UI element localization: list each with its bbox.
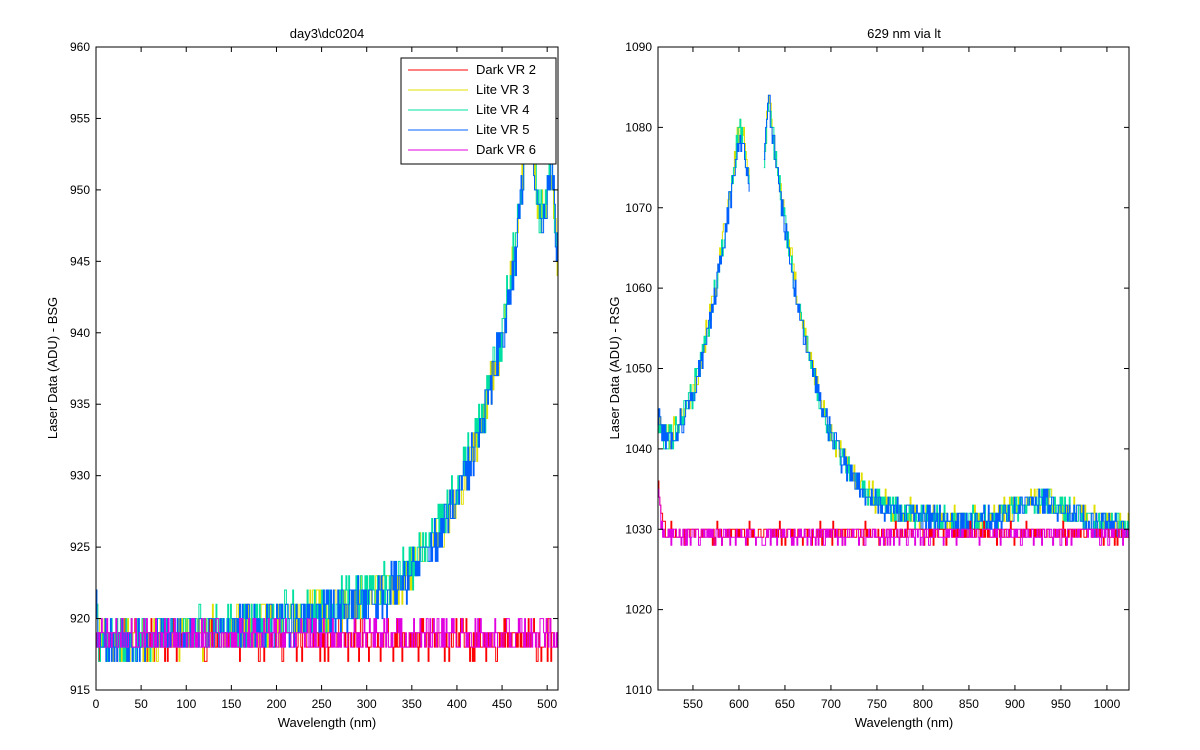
chart-left: day3\dc0204 Wavelength (nm) Laser Data (… (45, 26, 559, 730)
chart-left-ytick-label: 930 (70, 469, 90, 483)
chart-left-xtick-label: 200 (266, 697, 286, 711)
chart-left-ylabel: Laser Data (ADU) - BSG (45, 297, 60, 439)
chart-right-title: 629 nm via lt (867, 26, 941, 41)
chart-right-xtick-label: 850 (959, 697, 979, 711)
chart-right-series-dark-vr-6 (658, 488, 1129, 546)
chart-right-xlabel: Wavelength (nm) (855, 715, 954, 730)
chart-left-xtick-label: 350 (402, 697, 422, 711)
chart-right-ytick-label: 1070 (625, 201, 652, 215)
chart-right-xtick-label: 900 (1005, 697, 1025, 711)
chart-right-ytick-label: 1090 (625, 40, 652, 54)
chart-left-xtick-label: 100 (176, 697, 196, 711)
chart-right-xtick-label: 550 (683, 697, 703, 711)
chart-right-xtick-label: 600 (729, 697, 749, 711)
chart-right-ytick-label: 1060 (625, 281, 652, 295)
chart-left-xtick-label: 400 (447, 697, 467, 711)
chart-left-xtick-label: 250 (312, 697, 332, 711)
chart-left-legend-label: Lite VR 5 (476, 122, 529, 137)
chart-right: 629 nm via lt Wavelength (nm) Laser Data… (607, 26, 1130, 730)
chart-left-ytick-label: 925 (70, 540, 90, 554)
chart-left-ytick-label: 955 (70, 111, 90, 125)
chart-right-ytick-label: 1050 (625, 362, 652, 376)
chart-right-ytick-label: 1010 (625, 683, 652, 697)
chart-right-ytick-label: 1030 (625, 522, 652, 536)
chart-left-axes-box (95, 46, 559, 691)
chart-left-legend: Dark VR 2 Lite VR 3 Lite VR 4 Lite VR 5 Dark… (400, 57, 557, 165)
chart-right-ylabel: Laser Data (ADU) - RSG (607, 296, 622, 439)
chart-left-ytick-label: 915 (70, 683, 90, 697)
chart-left-xtick-label: 150 (221, 697, 241, 711)
chart-right-xtick-label: 650 (775, 697, 795, 711)
chart-right-xtick-label: 750 (867, 697, 887, 711)
chart-left-legend-label: Lite VR 3 (476, 82, 529, 97)
chart-left-series-lite-vr-5 (96, 117, 558, 662)
chart-left-xtick-label: 450 (492, 697, 512, 711)
chart-left-legend-label: Lite VR 4 (476, 102, 529, 117)
chart-left-series-dark-vr-6 (96, 618, 558, 648)
chart-right-xtick-label: 1000 (1094, 697, 1121, 711)
chart-left-xtick-label: 300 (357, 697, 377, 711)
chart-right-ytick-label: 1020 (625, 603, 652, 617)
chart-left-legend-label: Dark VR 2 (476, 62, 536, 77)
chart-left-xtick-label: 500 (537, 697, 557, 711)
chart-left-title: day3\dc0204 (290, 26, 364, 41)
chart-left-legend-label: Dark VR 6 (476, 142, 536, 157)
chart-right-plot-area (658, 47, 1129, 690)
chart-left-ytick-label: 940 (70, 326, 90, 340)
chart-left-ytick-label: 950 (70, 183, 90, 197)
chart-right-xtick-label: 950 (1051, 697, 1071, 711)
chart-left-xtick-label: 0 (93, 697, 100, 711)
chart-right-ytick-label: 1080 (625, 120, 652, 134)
chart-right-xtick-label: 800 (913, 697, 933, 711)
chart-left-xlabel: Wavelength (nm) (278, 715, 377, 730)
chart-right-xtick-label: 700 (821, 697, 841, 711)
chart-left-xtick-label: 50 (134, 697, 148, 711)
chart-right-ytick-label: 1040 (625, 442, 652, 456)
chart-left-legend-box (400, 57, 557, 165)
chart-left-ytick-label: 945 (70, 254, 90, 268)
chart-left-ytick-label: 935 (70, 397, 90, 411)
chart-left-ytick-label: 960 (70, 40, 90, 54)
chart-left-ytick-label: 920 (70, 612, 90, 626)
